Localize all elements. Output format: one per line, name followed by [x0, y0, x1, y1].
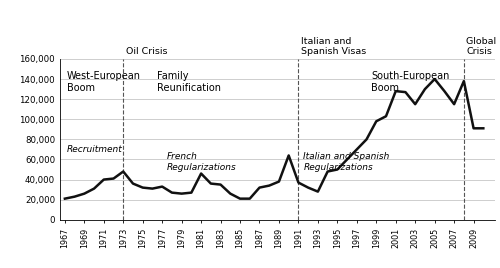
Text: Recruitment: Recruitment	[67, 145, 122, 154]
Text: Family
Reunification: Family Reunification	[158, 71, 222, 93]
Text: Oil Crisis: Oil Crisis	[126, 47, 168, 56]
Text: West-European
Boom: West-European Boom	[67, 71, 141, 93]
Text: Italian and
Spanish Visas: Italian and Spanish Visas	[301, 37, 366, 56]
Text: French
Regularizations: French Regularizations	[167, 152, 237, 172]
Text: Italian and Spanish
Regularizations: Italian and Spanish Regularizations	[304, 152, 390, 172]
Text: South-European
Boom: South-European Boom	[372, 71, 450, 93]
Text: Global Economic
Crisis: Global Economic Crisis	[466, 37, 500, 56]
